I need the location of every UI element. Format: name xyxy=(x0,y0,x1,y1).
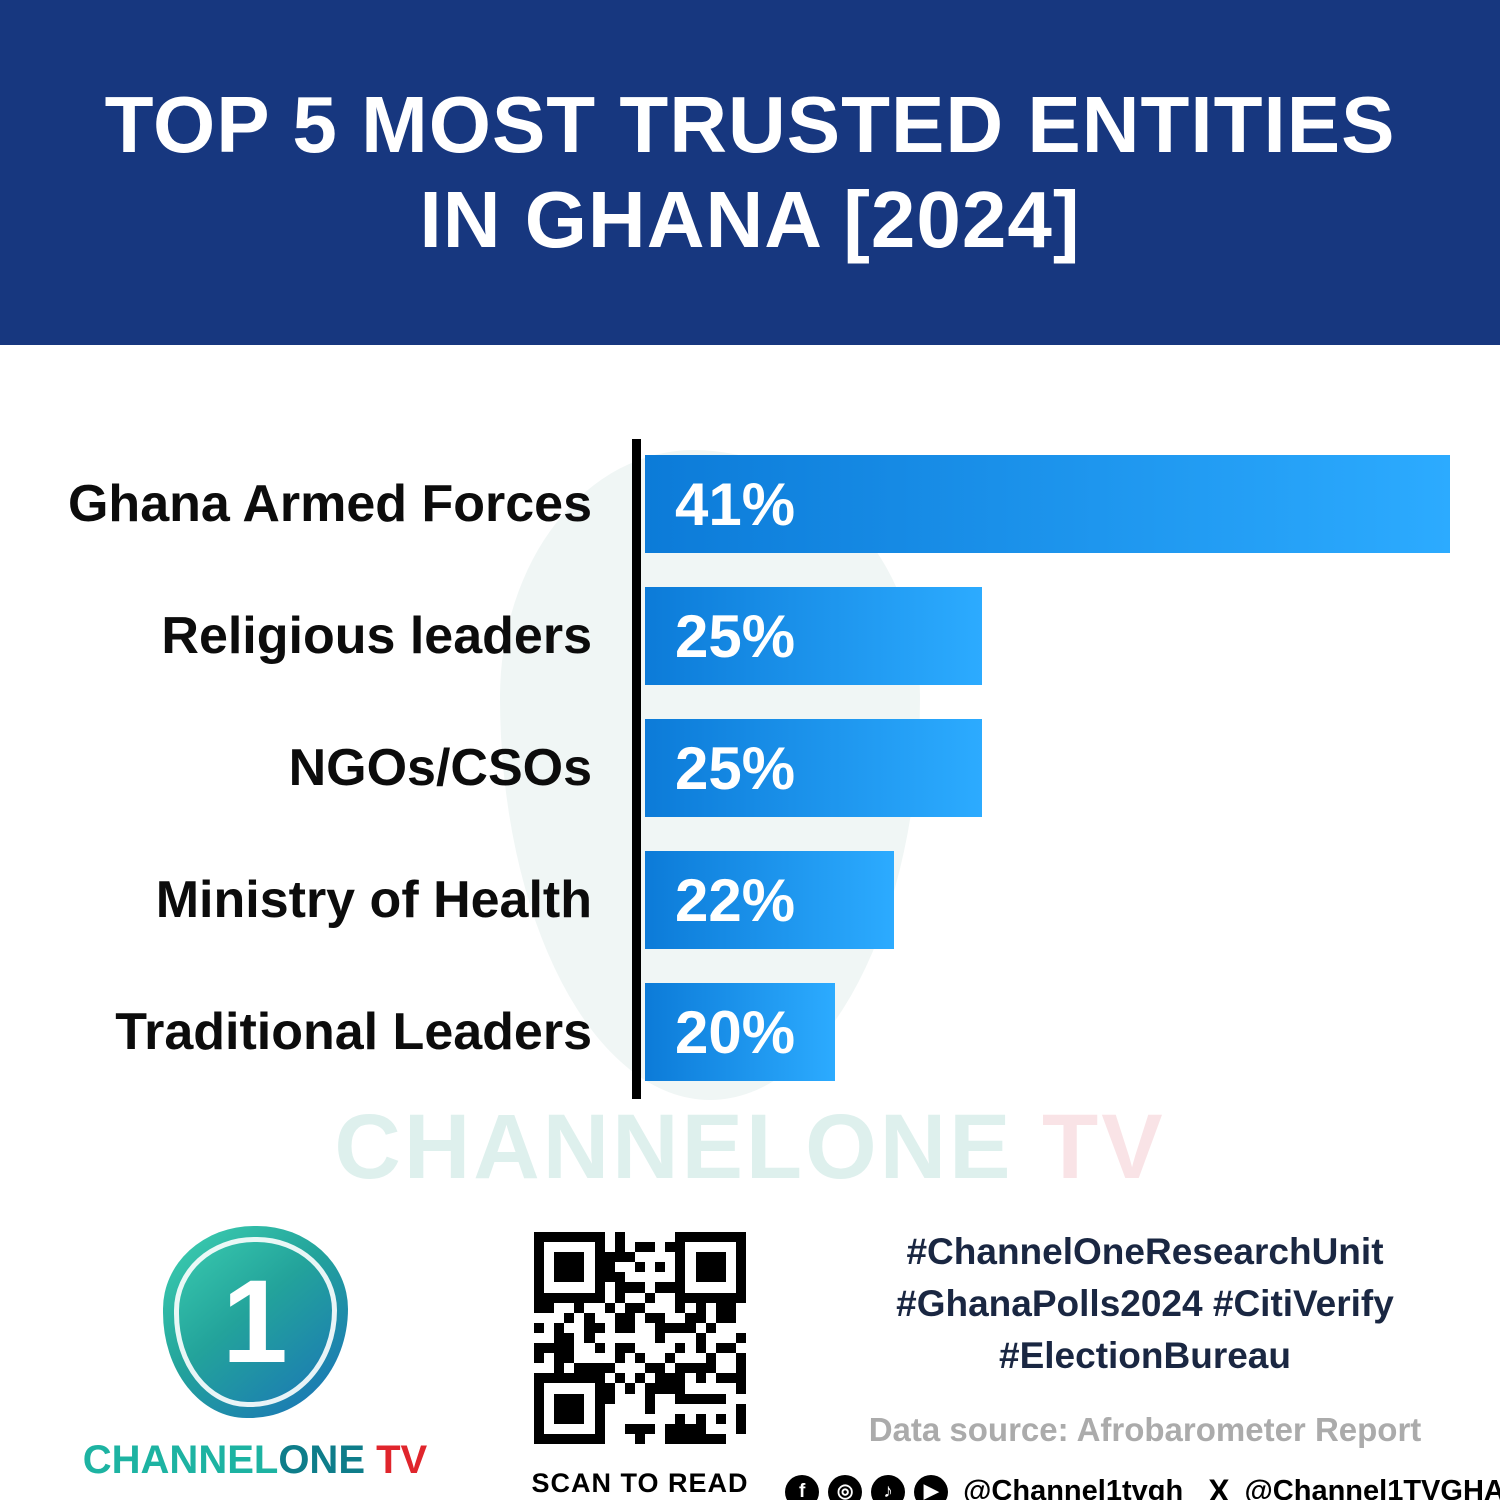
bar: 25% xyxy=(645,587,982,685)
header-banner: TOP 5 MOST TRUSTED ENTITIES IN GHANA [20… xyxy=(0,0,1500,345)
facebook-icon: f xyxy=(785,1474,820,1500)
page-title-line1: TOP 5 MOST TRUSTED ENTITIES xyxy=(104,80,1396,170)
logo-mark-icon: 1 xyxy=(162,1226,348,1418)
bar-category-label: Religious leaders xyxy=(161,607,592,665)
hashtag-line-2: #GhanaPolls2024 #CitiVerify xyxy=(896,1282,1394,1324)
footer: 1 CHANNELONE TV SCAN TO READ #ChannelOne… xyxy=(0,1200,1500,1500)
instagram-icon: ◎ xyxy=(828,1474,863,1500)
qr-code xyxy=(534,1232,746,1444)
tiktok-icon: ♪ xyxy=(871,1474,906,1500)
chart-row: Ministry of Health 22% xyxy=(0,851,1500,949)
bar-value-label: 25% xyxy=(675,602,796,670)
footer-info: #ChannelOneResearchUnit #GhanaPolls2024 … xyxy=(785,1226,1500,1500)
bar-value-label: 20% xyxy=(675,998,796,1066)
bar-category-label: NGOs/CSOs xyxy=(288,739,592,797)
chart-axis-line xyxy=(632,439,641,1099)
logo-text-one: ONE xyxy=(278,1438,365,1482)
chart-row: Ghana Armed Forces 41% xyxy=(0,455,1500,553)
social-row: f ◎ ♪ ▶ @Channel1tvgh X @Channel1TVGHA xyxy=(785,1473,1500,1500)
x-icon: X xyxy=(1208,1473,1230,1500)
channel-one-logo: 1 CHANNELONE TV xyxy=(83,1226,427,1483)
bar-category-label: Ministry of Health xyxy=(155,871,592,929)
logo-text-channel: CHANNEL xyxy=(82,1438,279,1482)
chart-row: Traditional Leaders 20% xyxy=(0,983,1500,1081)
bar-category-label: Ghana Armed Forces xyxy=(67,475,592,533)
bar-value-label: 25% xyxy=(675,734,796,802)
youtube-icon: ▶ xyxy=(914,1474,949,1500)
bar: 20% xyxy=(645,983,835,1081)
logo-digit: 1 xyxy=(222,1256,288,1388)
watermark-text: CHANNELONE xyxy=(334,1096,1014,1198)
logo-text-tv: TV xyxy=(365,1438,428,1482)
social-handle-1: @Channel1tvgh xyxy=(963,1475,1184,1500)
logo-wordmark: CHANNELONE TV xyxy=(83,1438,427,1483)
hashtag-line-3: #ElectionBureau xyxy=(999,1334,1291,1376)
watermark-tv-text: TV xyxy=(1013,1096,1166,1198)
bar: 22% xyxy=(645,851,894,949)
data-source-note: Data source: Afrobarometer Report xyxy=(868,1411,1422,1449)
bar-category-label: Traditional Leaders xyxy=(115,1003,592,1061)
social-handle-2: @Channel1TVGHA xyxy=(1244,1475,1500,1500)
bar: 41% xyxy=(645,455,1450,553)
bar-chart: Ghana Armed Forces 41% Religious leaders 25… xyxy=(0,439,1500,1100)
bar-value-label: 22% xyxy=(675,866,796,934)
page-title-line2: IN GHANA [2024] xyxy=(419,174,1081,264)
qr-block: SCAN TO READ xyxy=(515,1232,765,1499)
qr-caption: SCAN TO READ xyxy=(531,1468,749,1498)
bar-value-label: 41% xyxy=(675,470,796,538)
chart-row: NGOs/CSOs 25% xyxy=(0,719,1500,817)
chart-row: Religious leaders 25% xyxy=(0,587,1500,685)
chart-rows: Ghana Armed Forces 41% Religious leaders 25… xyxy=(0,455,1500,1081)
channel-watermark: CHANNELONE TV xyxy=(0,1095,1500,1200)
hashtag-line-1: #ChannelOneResearchUnit xyxy=(906,1231,1384,1272)
bar: 25% xyxy=(645,719,982,817)
